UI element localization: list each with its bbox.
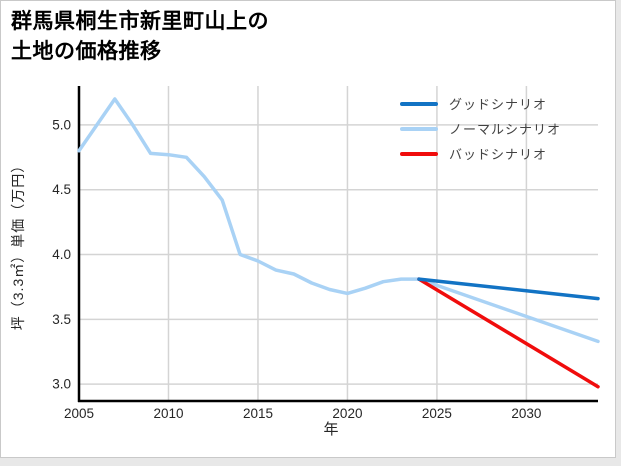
chart-title-line2: 土地の価格推移 xyxy=(11,40,162,63)
legend-label: バッドシナリオ xyxy=(449,147,548,162)
chart-legend: グッドシナリオ ノーマルシナリオ バッドシナリオ xyxy=(400,95,561,170)
x-tick-label: 2010 xyxy=(153,406,183,421)
legend-item-normal-scenario: ノーマルシナリオ xyxy=(400,120,561,137)
x-tick-label: 2030 xyxy=(511,406,541,421)
y-tick-label: 4.5 xyxy=(52,182,71,197)
legend-label: グッドシナリオ xyxy=(449,97,548,112)
x-tick-label: 2015 xyxy=(243,406,273,421)
chart-card: 群馬県桐生市新里町山上の 土地の価格推移 2005 2010 2015 2020 202… xyxy=(0,0,616,458)
normal-scenario-line xyxy=(77,97,600,344)
legend-label: ノーマルシナリオ xyxy=(449,122,562,137)
legend-item-bad-scenario: バッドシナリオ xyxy=(400,145,561,162)
y-tick-label: 4.0 xyxy=(52,247,71,262)
y-tick-label: 3.5 xyxy=(52,312,71,327)
x-axis-label: 年 xyxy=(323,421,339,438)
bad-scenario-line xyxy=(417,277,600,389)
good-scenario-line-swatch xyxy=(400,101,438,106)
bad-scenario-line-swatch xyxy=(400,151,438,156)
x-tick-label: 2005 xyxy=(64,406,94,421)
chart-title: 群馬県桐生市新里町山上の 土地の価格推移 xyxy=(11,7,269,67)
good-scenario-line xyxy=(417,277,600,301)
chart-title-line1: 群馬県桐生市新里町山上の xyxy=(11,10,269,33)
normal-scenario-line-swatch xyxy=(400,126,438,131)
y-tick-label: 3.0 xyxy=(52,377,71,392)
x-tick-label: 2025 xyxy=(422,406,452,421)
x-tick-label: 2020 xyxy=(332,406,362,421)
y-tick-label: 5.0 xyxy=(52,117,71,132)
y-axis-label: 坪（3.3㎡）単価（万円） xyxy=(10,157,26,331)
legend-item-good-scenario: グッドシナリオ xyxy=(400,95,561,112)
